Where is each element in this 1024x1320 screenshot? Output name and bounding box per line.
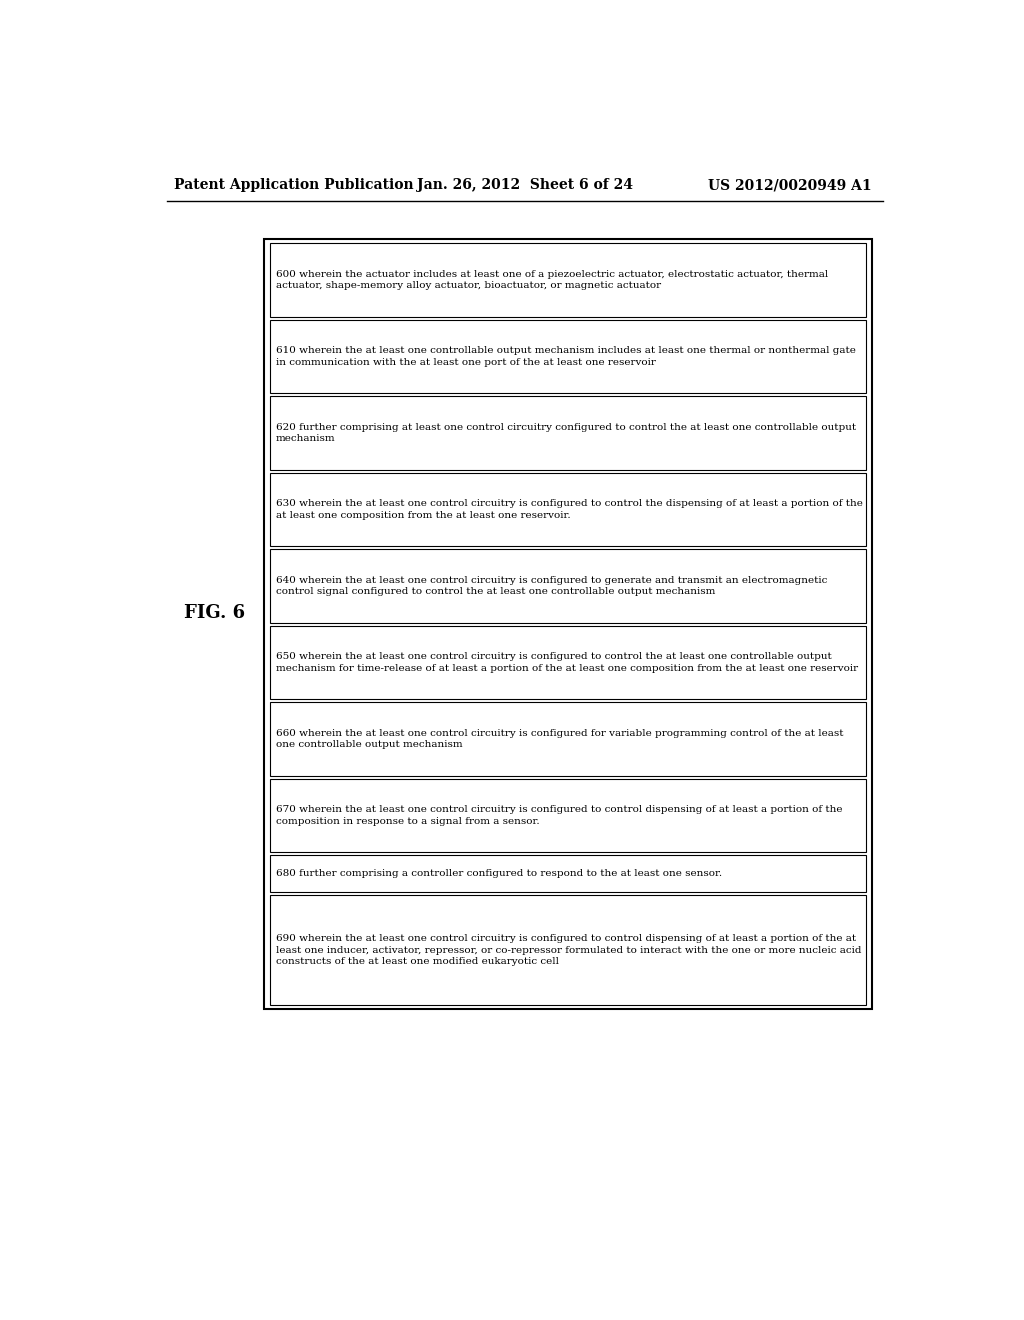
Text: 640 wherein the at least one control circuitry is configured to generate and tra: 640 wherein the at least one control cir… (276, 576, 827, 597)
Bar (270, 319, 866, 393)
Bar (270, 473, 866, 546)
Text: 680 further comprising a controller configured to respond to the at least one se: 680 further comprising a controller conf… (276, 870, 722, 878)
Text: US 2012/0020949 A1: US 2012/0020949 A1 (709, 178, 872, 193)
Bar (270, 702, 866, 776)
Text: 600 wherein the actuator includes at least one of a piezoelectric actuator, elec: 600 wherein the actuator includes at lea… (276, 269, 828, 290)
Text: Jan. 26, 2012  Sheet 6 of 24: Jan. 26, 2012 Sheet 6 of 24 (417, 178, 633, 193)
Text: Patent Application Publication: Patent Application Publication (174, 178, 414, 193)
Text: 610 wherein the at least one controllable output mechanism includes at least one: 610 wherein the at least one controllabl… (276, 346, 856, 367)
Text: 660 wherein the at least one control circuitry is configured for variable progra: 660 wherein the at least one control cir… (276, 729, 844, 750)
Bar (270, 626, 866, 700)
Bar (270, 549, 866, 623)
Bar (270, 855, 866, 892)
Bar (270, 243, 866, 317)
Bar (263, 239, 872, 1010)
Text: 690 wherein the at least one control circuitry is configured to control dispensi: 690 wherein the at least one control cir… (276, 935, 861, 966)
Text: FIG. 6: FIG. 6 (184, 603, 246, 622)
Bar (270, 895, 866, 1006)
Text: 630 wherein the at least one control circuitry is configured to control the disp: 630 wherein the at least one control cir… (276, 499, 863, 520)
Text: 670 wherein the at least one control circuitry is configured to control dispensi: 670 wherein the at least one control cir… (276, 805, 843, 826)
Text: 620 further comprising at least one control circuitry configured to control the : 620 further comprising at least one cont… (276, 422, 856, 444)
Bar (270, 396, 866, 470)
Bar (270, 779, 866, 853)
Text: 650 wherein the at least one control circuitry is configured to control the at l: 650 wherein the at least one control cir… (276, 652, 858, 673)
